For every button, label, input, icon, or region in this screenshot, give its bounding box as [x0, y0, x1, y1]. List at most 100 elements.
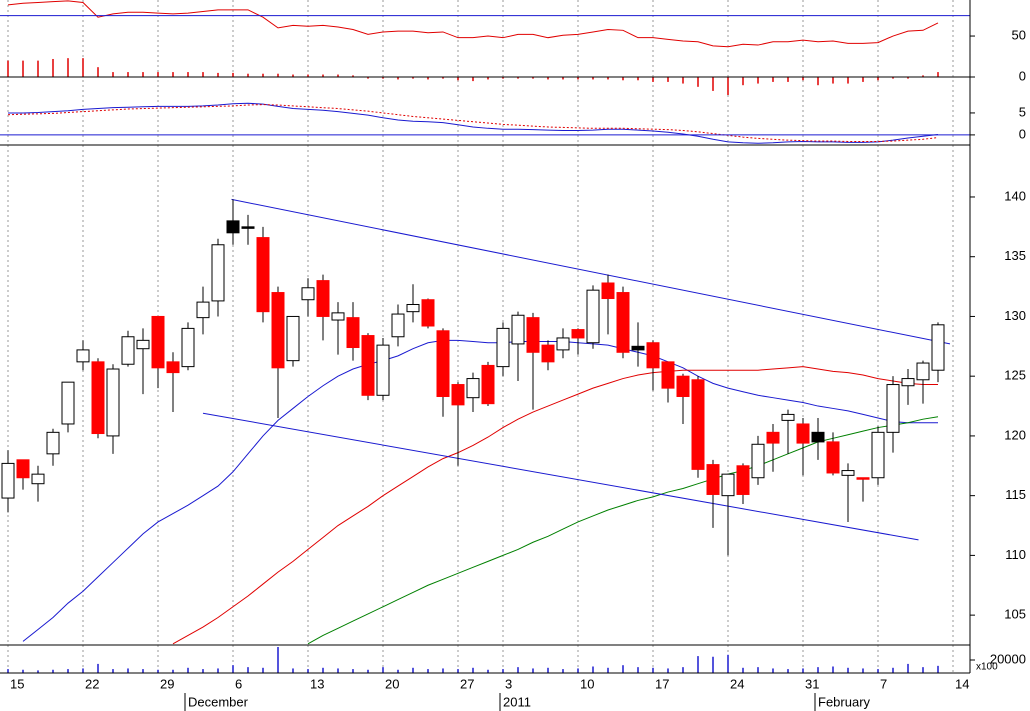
x-tick-label: 6	[235, 676, 242, 691]
candle-body	[436, 330, 450, 397]
candle-body	[241, 226, 255, 229]
x-tick-label: 13	[310, 676, 324, 691]
x-tick-label: 24	[730, 676, 744, 691]
volume-unit: x100	[976, 662, 998, 673]
x-tick-label: 27	[460, 676, 474, 691]
candle-body	[781, 413, 795, 421]
y-tick-label: 20000	[990, 651, 1026, 666]
candle-body	[256, 237, 270, 313]
candle-body	[451, 384, 465, 406]
candle-body	[331, 312, 345, 321]
candle-body	[871, 431, 885, 479]
candle-body	[271, 292, 285, 369]
candle-body	[916, 362, 930, 381]
y-tick-label: 125	[1004, 368, 1026, 383]
candle-body	[706, 464, 720, 495]
candle-body	[886, 384, 900, 433]
candle-body	[121, 336, 135, 365]
y-tick-label: 120	[1004, 427, 1026, 442]
x-tick-label: 14	[955, 676, 969, 691]
candle-body	[91, 361, 105, 435]
candle-body	[796, 423, 810, 444]
month-label: February	[818, 694, 871, 709]
x-tick-label: 22	[85, 676, 99, 691]
candle-body	[736, 465, 750, 495]
y-tick-label: 5	[1019, 104, 1026, 119]
month-label: December	[188, 694, 249, 709]
candle-body	[661, 361, 675, 389]
x-tick-label: 10	[580, 676, 594, 691]
candle-body	[346, 317, 360, 349]
y-tick-label: 135	[1004, 248, 1026, 263]
candle-body	[16, 459, 30, 479]
y-tick-label: 130	[1004, 308, 1026, 323]
candle-body	[421, 299, 435, 327]
candle-body	[316, 280, 330, 317]
indicator-line	[7, 104, 939, 142]
candle-body	[766, 431, 780, 444]
candle-body	[496, 327, 510, 368]
candle-body	[376, 344, 390, 396]
panel	[7, 647, 939, 673]
candle-body	[76, 349, 90, 363]
trend-line	[231, 198, 951, 345]
x-tick-label: 20	[385, 676, 399, 691]
x-tick-label: 3	[505, 676, 512, 691]
y-tick-label: 105	[1004, 607, 1026, 622]
candle-body	[646, 342, 660, 369]
moving-average	[22, 339, 938, 642]
candle-body	[901, 378, 915, 387]
candle-body	[931, 324, 945, 371]
candle-body	[286, 315, 300, 362]
candle-body	[301, 287, 315, 301]
candle-body	[1, 462, 15, 499]
candle-body	[751, 443, 765, 479]
candle-body	[61, 381, 75, 425]
panel	[7, 0, 939, 96]
month-label: 2011	[503, 694, 531, 709]
x-tick-label: 17	[655, 676, 669, 691]
candle-body	[406, 303, 420, 313]
candle-body	[46, 431, 60, 455]
candle-body	[481, 364, 495, 405]
y-tick-label: 50	[1012, 27, 1026, 42]
candle-body	[31, 473, 45, 485]
panel	[7, 102, 939, 144]
candle-body	[466, 378, 480, 399]
candle-body	[676, 375, 690, 397]
panel	[1, 198, 951, 645]
candle-body	[571, 329, 585, 339]
candle-body	[226, 220, 240, 234]
candle-body	[586, 289, 600, 344]
x-tick-label: 15	[10, 676, 24, 691]
indicator-line	[8, 102, 939, 144]
y-tick-label: 140	[1004, 188, 1026, 203]
candle-body	[691, 379, 705, 470]
candle-body	[541, 344, 555, 363]
y-tick-label: 110	[1005, 547, 1026, 562]
candle-body	[196, 301, 210, 319]
candle-body	[511, 314, 525, 345]
candle-body	[841, 470, 855, 476]
candle-body	[151, 315, 165, 369]
trend-line	[202, 412, 919, 541]
indicator-line	[7, 0, 939, 48]
candle-body	[361, 335, 375, 396]
candle-body	[616, 292, 630, 353]
candle-body	[811, 431, 825, 443]
candle-body	[601, 282, 615, 300]
candle-body	[721, 473, 735, 497]
y-tick-label: 0	[1019, 126, 1026, 141]
candle-body	[391, 313, 405, 338]
y-tick-label: 0	[1019, 68, 1026, 83]
candle-body	[826, 441, 840, 474]
x-tick-label: 7	[880, 676, 887, 691]
candle-body	[166, 361, 180, 374]
candle-body	[181, 327, 195, 368]
candle-body	[856, 477, 870, 480]
moving-average	[172, 366, 938, 645]
y-tick-label: 115	[1005, 487, 1026, 502]
candle-body	[211, 244, 225, 302]
